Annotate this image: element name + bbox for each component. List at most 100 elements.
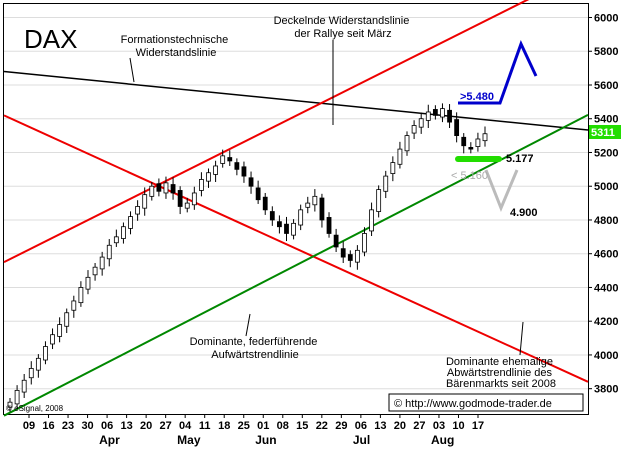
y-tick-label-5200: 5200	[594, 147, 618, 159]
x-tick-label-16: 29	[335, 420, 347, 432]
upper-target-label: >5.480	[460, 91, 494, 103]
source-label: © http://www.godmode-trader.de	[394, 398, 552, 410]
x-tick-label-14: 15	[296, 420, 308, 432]
candle-body-30	[220, 155, 226, 164]
label-black-resistance: Formationstechnische Widerstandslinie	[121, 34, 232, 59]
leader-red-lower	[519, 321, 524, 356]
candle-body-1	[14, 389, 20, 405]
candle-body-12	[92, 266, 98, 276]
x-tick-label-6: 20	[140, 420, 152, 432]
candle-body-32	[234, 162, 240, 170]
source-box	[388, 393, 584, 412]
label-black-resistance-line1: Formationstechnische	[121, 34, 229, 46]
lower-target-label: 4.900	[510, 207, 538, 219]
black-resistance-line	[3, 70, 589, 131]
x-tick-label-21: 03	[433, 420, 445, 432]
candle-body-22	[163, 182, 169, 194]
month-label-aug: Aug	[431, 433, 454, 447]
candle-body-40	[291, 222, 296, 236]
candle-body-42	[305, 202, 311, 208]
chart-title: DAX	[24, 24, 77, 54]
candle-body-60	[432, 109, 438, 116]
trendlines	[3, 0, 589, 417]
x-tick-label-9: 11	[199, 420, 211, 432]
x-tick-label-0: 09	[23, 420, 35, 432]
candle-body-4	[35, 357, 41, 371]
candle-body-34	[248, 177, 254, 187]
candle-body-15	[113, 236, 119, 244]
red-upper-resistance-line	[3, 0, 530, 264]
candle-body-25	[184, 202, 190, 209]
candle-body-39	[284, 223, 289, 234]
x-tick-label-22: 10	[452, 420, 464, 432]
candle-body-52	[376, 189, 382, 212]
x-tick-label-19: 20	[394, 420, 406, 432]
candle-body-16	[121, 226, 126, 239]
x-tick-label-13: 08	[277, 420, 289, 432]
month-label-apr: Apr	[99, 433, 120, 447]
x-tick-label-11: 25	[238, 420, 250, 432]
x-tick-label-8: 04	[179, 420, 192, 432]
candle-body-14	[106, 244, 112, 260]
x-tick-label-20: 27	[413, 420, 425, 432]
candle-body-66	[475, 138, 481, 147]
candle-body-5	[43, 346, 48, 361]
candle-body-54	[390, 162, 396, 174]
candle-body-24	[177, 190, 183, 207]
break-level-label: < 5.160	[451, 170, 488, 182]
x-tick-label-10: 18	[218, 420, 230, 432]
candle-body-58	[418, 118, 424, 128]
candle-body-8	[64, 312, 70, 327]
candle-body-35	[255, 187, 261, 201]
candle-body-57	[411, 125, 417, 134]
green-uptrend-line	[3, 113, 589, 417]
label-red-lower-line1: Dominante ehemalige	[446, 356, 553, 368]
x-tick-label-7: 27	[160, 420, 172, 432]
candle-body-45	[326, 217, 332, 234]
label-red-lower-line3: Bärenmarkts seit 2008	[446, 378, 556, 390]
y-axis-ticks: 3800 4000 4200 4400 4600 4800 5000 5200 5400 5600…	[588, 12, 618, 396]
support-label: 5.177	[506, 153, 534, 165]
x-tick-label-2: 23	[62, 420, 74, 432]
candle-body-51	[369, 209, 374, 232]
label-red-upper-line2: der Rallye seit März	[294, 28, 391, 40]
month-label-jul: Jul	[353, 433, 370, 447]
candle-body-31	[227, 157, 233, 162]
candle-body-53	[383, 175, 389, 192]
candles	[7, 103, 488, 412]
candle-body-19	[142, 194, 148, 209]
candle-body-11	[85, 276, 91, 290]
candle-body-48	[347, 254, 353, 261]
candle-body-67	[482, 133, 488, 142]
label-red-lower-line2: Abwärtstrendlinie des	[447, 367, 553, 379]
y-tick-label-5800: 5800	[594, 46, 618, 58]
candle-body-26	[191, 192, 197, 206]
candle-body-7	[57, 324, 63, 337]
candle-body-50	[362, 233, 367, 253]
x-tick-label-3: 30	[81, 420, 93, 432]
x-tick-label-12: 01	[257, 420, 269, 432]
candle-body-2	[21, 379, 27, 393]
candle-body-17	[128, 216, 133, 229]
x-tick-label-18: 13	[374, 420, 386, 432]
candle-body-44	[319, 197, 325, 221]
candle-body-21	[156, 183, 162, 192]
downside-scenario-arrow	[484, 169, 519, 212]
y-tick-label-4000: 4000	[594, 350, 618, 362]
candle-body-43	[312, 195, 318, 206]
x-tick-label-15: 22	[316, 420, 328, 432]
candle-body-49	[354, 249, 360, 263]
candle-body-62	[447, 109, 452, 123]
leader-black-resistance	[129, 57, 135, 83]
y-tick-label-6000: 6000	[594, 12, 618, 24]
y-tick-label-3800: 3800	[594, 384, 618, 396]
candle-body-61	[440, 108, 445, 118]
y-tick-label-5600: 5600	[594, 80, 618, 92]
candle-body-38	[277, 221, 282, 228]
candle-body-29	[213, 165, 218, 175]
candle-body-23	[170, 184, 176, 194]
y-tick-label-4400: 4400	[594, 282, 618, 294]
label-red-lower: Dominante ehemalige Abwärtstrendlinie de…	[446, 356, 556, 390]
